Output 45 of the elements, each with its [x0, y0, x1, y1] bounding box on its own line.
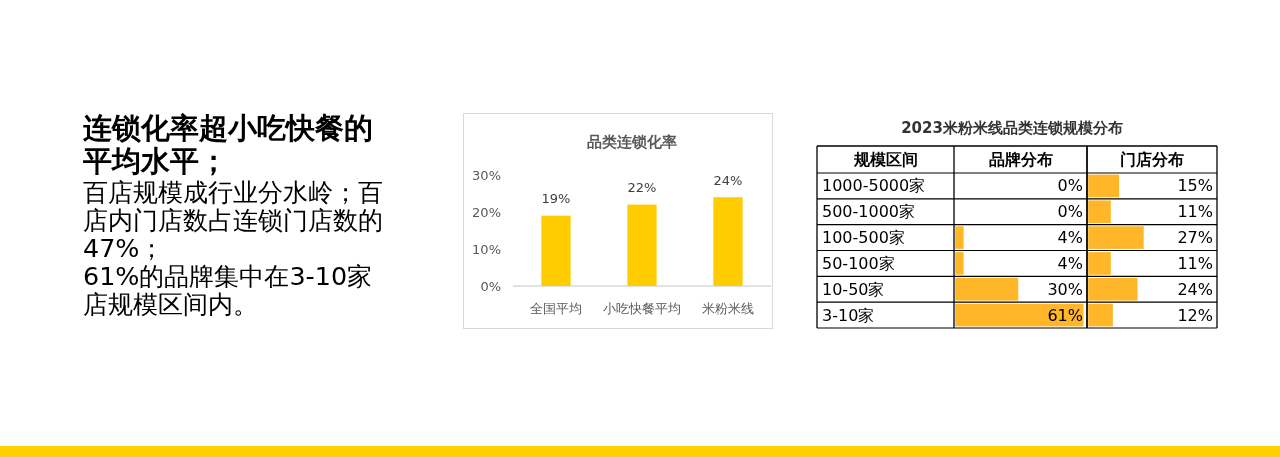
x-tick-label: 米粉米线 — [702, 300, 754, 316]
data-label: 0% — [1057, 202, 1083, 222]
data-label: 24% — [713, 172, 743, 188]
bar — [1088, 277, 1138, 301]
data-label: 12% — [1177, 305, 1213, 325]
bar — [541, 215, 571, 286]
data-label: 11% — [1177, 202, 1213, 222]
data-label: 4% — [1057, 228, 1083, 248]
text: 品牌分布 — [988, 150, 1053, 169]
text: 61%的品牌集中在3-10家店规模区间内。 — [83, 261, 374, 319]
text: 百店规模成行业分水岭；百店内门店数占连锁门店数的47%； — [83, 177, 384, 263]
bar — [713, 197, 743, 286]
data-label: 19% — [541, 191, 571, 207]
data-label: 4% — [1057, 253, 1083, 273]
bar — [1088, 174, 1120, 198]
y-tick-label: 20% — [472, 204, 501, 220]
y-axis-title: 规模区间 — [852, 150, 918, 169]
data-label: 61% — [1047, 305, 1083, 325]
x-tick-label: 全国平均 — [530, 300, 582, 316]
bar — [1088, 200, 1111, 224]
bar — [1088, 303, 1113, 327]
data-label: 11% — [1177, 253, 1213, 273]
y-tick-label: 3-10家 — [822, 305, 875, 325]
y-tick-label: 500-1000家 — [822, 202, 916, 222]
y-tick-label: 100-500家 — [822, 228, 905, 248]
y-tick-label: 10% — [472, 241, 501, 257]
y-tick-label: 1000-5000家 — [822, 176, 926, 196]
bar — [1088, 226, 1144, 249]
bar — [1088, 252, 1111, 275]
y-tick-label: 10-50家 — [822, 279, 885, 299]
bar — [627, 204, 657, 286]
y-tick-label: 30% — [472, 167, 501, 183]
chart-title: 品类连锁化率 — [587, 133, 677, 150]
y-tick-label: 50-100家 — [822, 253, 895, 273]
chart-title: 2023米粉米线品类连锁规模分布 — [901, 119, 1123, 137]
text: 连锁化率超小吃快餐的平均水平； — [83, 112, 374, 178]
series-label: 门店分布 — [1120, 150, 1184, 169]
data-label: 0% — [1057, 176, 1083, 196]
data-label: 15% — [1177, 176, 1213, 196]
y-tick-label: 0% — [480, 278, 501, 294]
data-label: 30% — [1047, 279, 1083, 299]
data-label: 22% — [627, 180, 657, 196]
data-label: 24% — [1177, 279, 1213, 299]
data-label: 27% — [1177, 228, 1213, 248]
x-tick-label: 小吃快餐平均 — [603, 300, 681, 316]
